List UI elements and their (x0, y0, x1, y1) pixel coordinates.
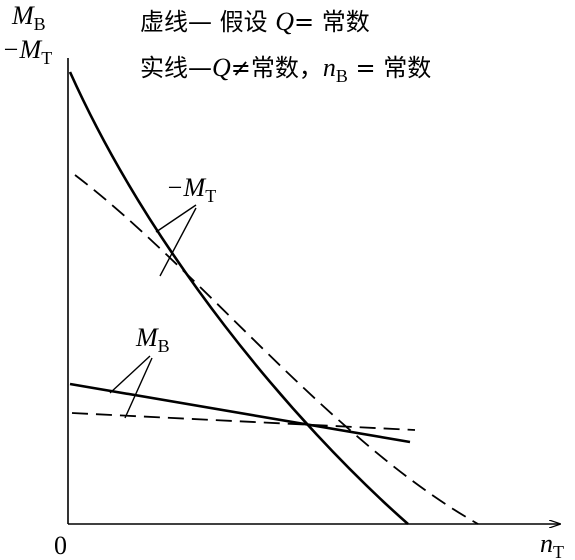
text-part: B (336, 66, 348, 86)
legend-dashed: 虚线— 假设 Q= 常数 (140, 7, 370, 36)
annotation: MB (135, 323, 170, 356)
text-part: −M (166, 173, 207, 202)
text-part: B (158, 336, 170, 356)
leader-line (124, 357, 153, 419)
text-part: −M (2, 35, 43, 64)
text-part: ≠常数， (231, 54, 323, 82)
y-axis-label: −MT (2, 35, 52, 68)
text-part: = 常数 (294, 8, 370, 36)
text-part: B (34, 14, 46, 34)
text-part: n (323, 53, 336, 82)
text-part: 实线— (140, 54, 212, 82)
text-part: T (205, 186, 216, 206)
dashed-mb-line (71, 412, 416, 431)
dashed-mt-curve (74, 174, 479, 525)
y-axis-label: MB (11, 1, 46, 34)
legend-solid: 实线—Q≠常数，nB = 常数 (140, 53, 431, 86)
solid-mb-line (69, 382, 411, 444)
leader-line (155, 204, 197, 233)
text-part: n (540, 529, 553, 558)
leader-line (159, 207, 197, 277)
text-part: Q (275, 7, 294, 36)
text-part: Q (212, 53, 231, 82)
annotation: −MT (166, 173, 216, 206)
leader-line (109, 355, 151, 394)
x-axis-label: nT (540, 529, 564, 560)
origin-label: 0 (54, 531, 67, 560)
text-part: T (41, 48, 52, 68)
text-part: M (11, 1, 35, 30)
text-part: T (553, 542, 564, 560)
solid-mt-curve (68, 71, 409, 525)
text-part: = 常数 (348, 54, 431, 82)
text-part: 虚线— 假设 (140, 8, 275, 36)
text-part: M (135, 323, 159, 352)
